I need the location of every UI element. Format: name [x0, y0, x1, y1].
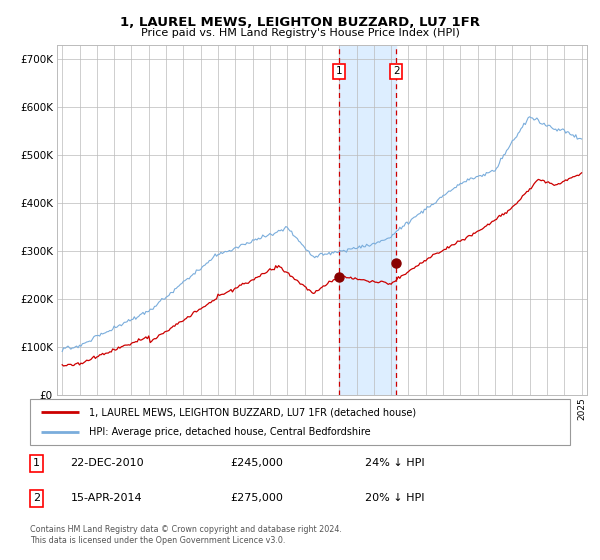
Text: 20% ↓ HPI: 20% ↓ HPI [365, 493, 424, 503]
Text: £245,000: £245,000 [230, 459, 283, 468]
Text: 2: 2 [393, 66, 400, 76]
Text: Contains HM Land Registry data © Crown copyright and database right 2024.
This d: Contains HM Land Registry data © Crown c… [30, 525, 342, 545]
Text: 15-APR-2014: 15-APR-2014 [71, 493, 142, 503]
Text: 1: 1 [335, 66, 342, 76]
Text: 1, LAUREL MEWS, LEIGHTON BUZZARD, LU7 1FR: 1, LAUREL MEWS, LEIGHTON BUZZARD, LU7 1F… [120, 16, 480, 29]
Text: 2: 2 [33, 493, 40, 503]
Text: Price paid vs. HM Land Registry's House Price Index (HPI): Price paid vs. HM Land Registry's House … [140, 28, 460, 38]
Text: 1, LAUREL MEWS, LEIGHTON BUZZARD, LU7 1FR (detached house): 1, LAUREL MEWS, LEIGHTON BUZZARD, LU7 1F… [89, 407, 416, 417]
Text: 22-DEC-2010: 22-DEC-2010 [71, 459, 144, 468]
Text: HPI: Average price, detached house, Central Bedfordshire: HPI: Average price, detached house, Cent… [89, 427, 371, 437]
Bar [338, 45, 396, 395]
Text: £275,000: £275,000 [230, 493, 283, 503]
FancyBboxPatch shape [30, 399, 570, 445]
Text: 1: 1 [33, 459, 40, 468]
Text: 24% ↓ HPI: 24% ↓ HPI [365, 459, 424, 468]
